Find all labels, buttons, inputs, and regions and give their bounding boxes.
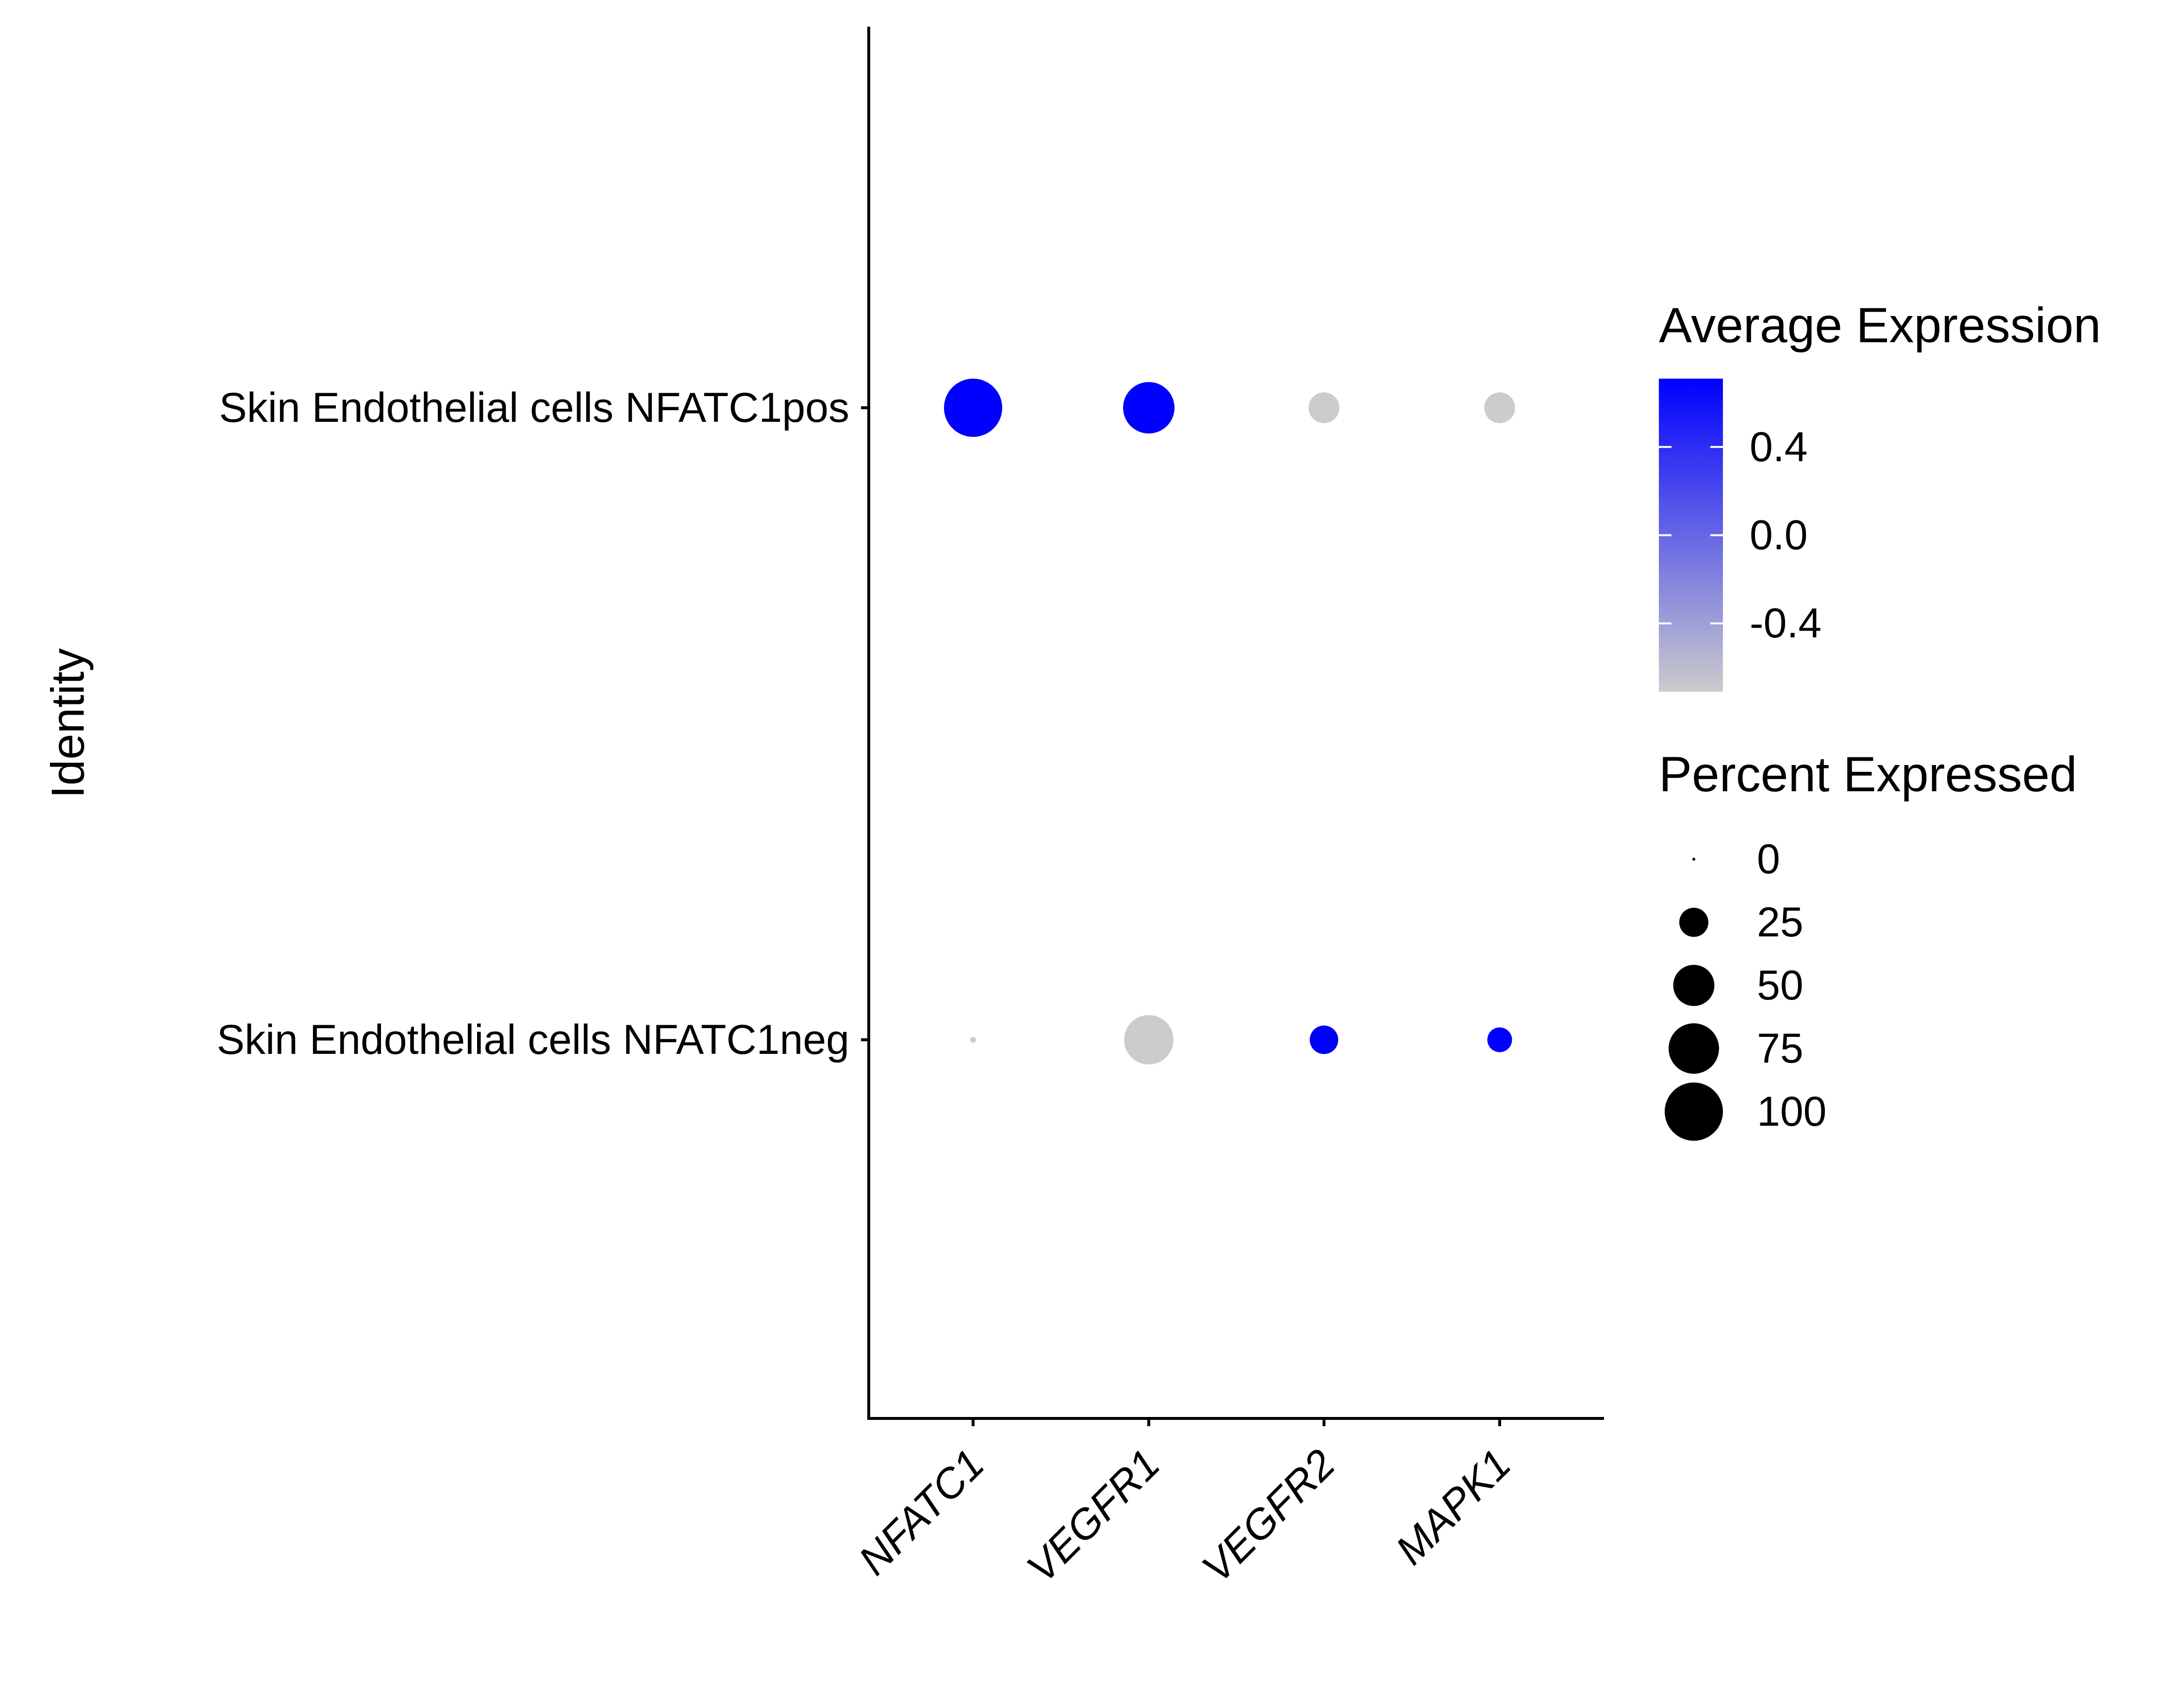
- dot-vegfr1-nfatc1neg: [1124, 1015, 1174, 1065]
- color-legend: Average Expression 0.4 0.0 -0.4: [1659, 298, 2101, 692]
- dot-nfatc1-nfatc1neg: [970, 1037, 976, 1043]
- size-legend-dot: [1669, 1023, 1719, 1074]
- x-tick-label: VEGFR1: [1018, 1441, 1169, 1592]
- dot-vegfr2-nfatc1neg: [1309, 1025, 1339, 1054]
- y-axis-title: Identity: [42, 648, 94, 799]
- color-bar-tick-label: 0.4: [1750, 424, 1808, 470]
- dot-mapk1-nfatc1neg: [1487, 1027, 1512, 1052]
- color-legend-title: Average Expression: [1659, 298, 2101, 353]
- dot-vegfr1-nfatc1pos: [1123, 382, 1175, 433]
- size-legend-label: 25: [1757, 899, 1803, 946]
- x-tick-label: MAPK1: [1387, 1441, 1520, 1574]
- size-legend-dot: [1673, 965, 1715, 1006]
- plot-area: Skin Endothelial cells NFATC1pos Skin End…: [217, 27, 1604, 1592]
- size-legend-label: 100: [1757, 1088, 1827, 1135]
- size-legend-keys: 0 25 50 75 100: [1665, 836, 1827, 1141]
- x-axis-ticks: NFATC1 VEGFR1 VEGFR2 MAPK1: [850, 1418, 1520, 1592]
- size-legend-dot: [1692, 858, 1695, 861]
- dot-vegfr2-nfatc1pos: [1308, 392, 1340, 423]
- color-bar-tick-label: -0.4: [1750, 600, 1821, 647]
- y-axis-ticks: Skin Endothelial cells NFATC1pos Skin End…: [217, 384, 869, 1063]
- y-tick-label: Skin Endothelial cells NFATC1pos: [219, 384, 849, 431]
- color-bar-ticks: 0.4 0.0 -0.4: [1659, 424, 1821, 647]
- dot-nfatc1-nfatc1pos: [944, 379, 1002, 437]
- size-legend-title: Percent Expressed: [1659, 747, 2077, 802]
- dot-mapk1-nfatc1pos: [1484, 392, 1515, 423]
- color-bar-tick-label: 0.0: [1750, 512, 1808, 559]
- y-tick-label: Skin Endothelial cells NFATC1neg: [217, 1016, 849, 1063]
- size-legend-label: 0: [1757, 836, 1780, 883]
- size-legend-dot: [1679, 908, 1708, 937]
- size-legend-dot: [1665, 1083, 1723, 1141]
- size-legend: Percent Expressed 0 25 50 75 100: [1659, 747, 2077, 1141]
- x-tick-label: VEGFR2: [1193, 1441, 1344, 1592]
- size-legend-label: 50: [1757, 962, 1803, 1009]
- size-legend-label: 75: [1757, 1025, 1803, 1072]
- x-tick-label: NFATC1: [850, 1441, 993, 1584]
- data-points: [944, 379, 1515, 1065]
